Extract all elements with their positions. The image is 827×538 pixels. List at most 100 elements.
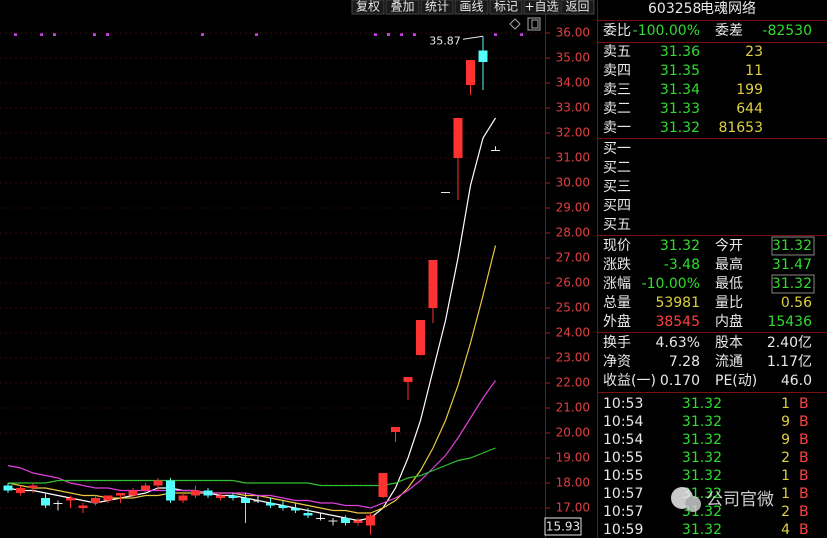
stat-value: 31.32 — [772, 276, 812, 292]
fund-label: 收益(一) — [603, 373, 656, 389]
diamond-icon[interactable] — [509, 18, 521, 30]
candle-body — [328, 520, 338, 522]
toolbar-label[interactable]: 复权 — [356, 0, 380, 14]
toolbar-label[interactable]: 叠加 — [390, 0, 414, 14]
candle-body — [428, 260, 438, 308]
candle-body — [291, 508, 300, 511]
window-icon[interactable] — [527, 17, 541, 31]
stat-value: 31.47 — [772, 257, 812, 273]
stat-label: 内盘 — [715, 313, 743, 330]
trade-side: B — [799, 432, 809, 448]
y-tick-label: 19.00 — [556, 451, 590, 465]
candle-body — [228, 495, 238, 498]
trade-volume: 1 — [781, 396, 790, 412]
toolbar-button[interactable] — [523, 0, 560, 15]
candle-body — [466, 60, 475, 85]
fund-value: 2.40亿 — [767, 335, 812, 351]
marker — [387, 33, 390, 36]
stat-label: 最低 — [715, 276, 743, 292]
toolbar-button[interactable] — [420, 0, 454, 15]
value-box — [771, 274, 815, 294]
trade-side: B — [799, 450, 809, 466]
ask-price: 31.33 — [660, 101, 700, 117]
trade-time: 10:54 — [603, 432, 643, 448]
stat-value: -3.48 — [664, 257, 700, 273]
candle-body — [353, 520, 363, 523]
trade-side: B — [799, 522, 809, 538]
trade-volume: 9 — [781, 414, 790, 430]
candle-body — [166, 480, 175, 501]
stat-label: 今开 — [715, 238, 743, 254]
toolbar-label[interactable]: +自选 — [524, 0, 558, 14]
cursor-box — [544, 517, 582, 536]
toolbar-button[interactable] — [385, 0, 420, 15]
candle-body — [366, 515, 375, 526]
candle-body — [216, 495, 225, 498]
stat-label: 现价 — [603, 238, 631, 254]
trade-time: 10:53 — [603, 396, 643, 412]
candle-body — [191, 490, 200, 496]
toolbar-button[interactable] — [351, 0, 385, 15]
trade-volume: 1 — [781, 468, 790, 484]
trade-price: 31.32 — [682, 468, 722, 484]
trade-time: 10:55 — [603, 450, 643, 466]
toolbar-label[interactable]: 标记 — [494, 0, 518, 14]
toolbar: 复权 叠加 统计 画线 标记 +自选 返回 — [351, 0, 595, 15]
stat-label: 量比 — [715, 295, 743, 311]
toolbar-label[interactable]: 返回 — [565, 0, 589, 14]
y-tick-label: 23.00 — [556, 351, 590, 365]
candle-body — [253, 500, 263, 502]
marker — [413, 33, 416, 36]
fund-label: 股本 — [715, 335, 743, 351]
moving-average — [7, 245, 497, 514]
stat-value: 15436 — [767, 314, 812, 330]
stat-label: 涨幅 — [603, 276, 631, 292]
toolbar-button[interactable] — [560, 0, 595, 15]
marker — [400, 33, 403, 36]
candle-body — [53, 503, 63, 504]
toolbar-button[interactable] — [489, 0, 523, 15]
candle-body — [3, 485, 13, 491]
value: -100.00% — [633, 23, 700, 39]
candlestick-chart: 17.00 18.00 19.00 20.00 21.00 22.00 23.00 24.00… — [0, 26, 590, 536]
stat-label: 总量 — [603, 295, 631, 311]
marker — [53, 33, 56, 36]
marker — [40, 33, 43, 36]
trade-volume: 9 — [781, 432, 790, 448]
y-tick-label: 22.00 — [556, 376, 590, 390]
stat-label: 涨跌 — [603, 257, 631, 273]
y-tick-label: 28.00 — [556, 226, 590, 240]
marker — [520, 33, 523, 36]
ask-price: 31.35 — [660, 63, 700, 79]
ask-volume: 199 — [736, 82, 763, 98]
marker — [93, 33, 96, 36]
bid-label: 买五 — [603, 217, 631, 233]
y-tick-label: 34.00 — [556, 76, 590, 90]
candle-body — [341, 518, 350, 523]
moving-average — [7, 117, 497, 522]
toolbar-button[interactable] — [454, 0, 489, 15]
fund-label: 换手 — [603, 334, 631, 351]
cursor-value: 15.93 — [546, 520, 580, 534]
stat-value: 53981 — [655, 295, 700, 311]
fund-value: 0.170 — [660, 373, 700, 389]
trade-volume: 4 — [781, 522, 790, 538]
trade-price: 31.32 — [682, 396, 722, 412]
candle-body — [16, 488, 25, 493]
y-tick-label: 33.00 — [556, 101, 590, 115]
stat-value: 31.32 — [660, 238, 700, 254]
ask-volume: 23 — [745, 44, 763, 60]
y-tick-label: 18.00 — [556, 476, 590, 490]
y-tick-label: 29.00 — [556, 201, 590, 215]
stock-name: 电魂网络 — [700, 1, 756, 17]
toolbar-label[interactable]: 统计 — [425, 0, 449, 14]
trade-time: 10:57 — [603, 486, 643, 502]
toolbar-label[interactable]: 画线 — [459, 0, 483, 14]
trade-side: B — [799, 396, 809, 412]
candle-body — [266, 503, 275, 506]
wechat-icon — [685, 496, 701, 512]
candle-body — [66, 498, 75, 501]
candle-body — [416, 320, 425, 355]
